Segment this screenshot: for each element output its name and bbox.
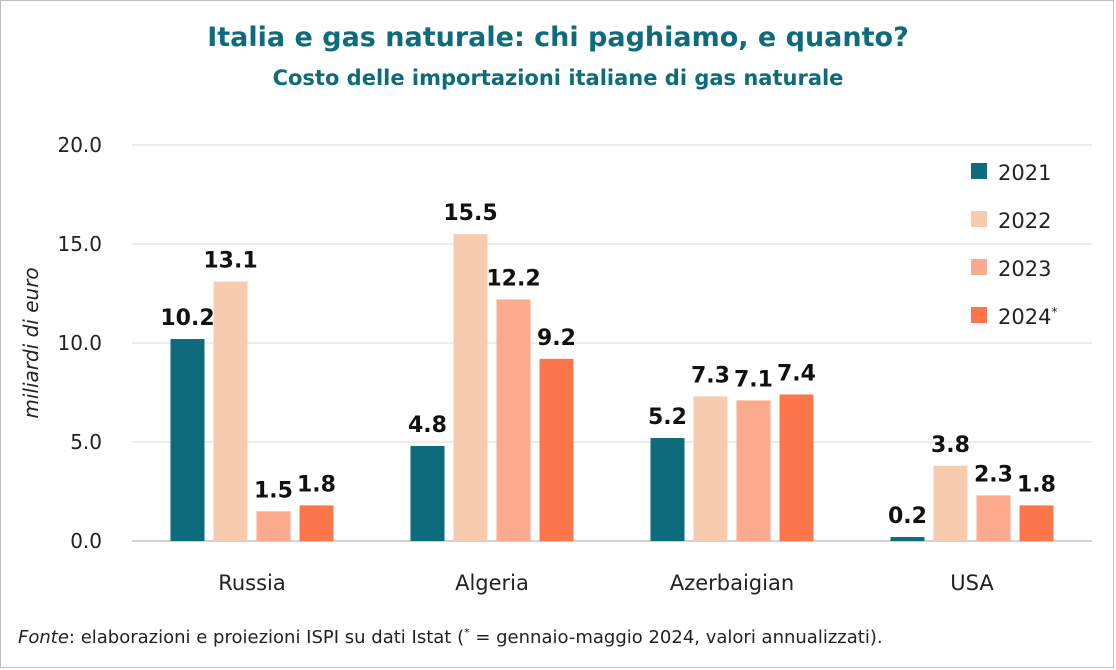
- chart-title: Italia e gas naturale: chi paghiamo, e q…: [207, 22, 909, 53]
- legend-swatch-2023: [971, 259, 987, 275]
- y-axis-label: miliardi di euro: [19, 267, 43, 418]
- x-tick-label: Russia: [218, 571, 286, 595]
- x-tick-label: Algeria: [455, 571, 529, 595]
- x-tick-label: USA: [950, 571, 994, 595]
- bar-azerbaigian-2023: [736, 400, 771, 541]
- bar-russia-2023: [256, 511, 291, 541]
- data-label: 9.2: [537, 326, 576, 351]
- legend-label: 2021: [998, 161, 1051, 185]
- legend-label: 2022: [998, 209, 1051, 233]
- bar-azerbaigian-2024: [779, 394, 814, 541]
- bar-russia-2022: [213, 281, 248, 541]
- data-label: 7.4: [777, 361, 816, 386]
- legend-label: 2023: [998, 257, 1051, 281]
- data-label: 1.5: [254, 478, 293, 503]
- footnote-text-after: = gennaio-maggio 2024, valori annualizza…: [469, 627, 883, 648]
- chart-subtitle: Costo delle importazioni italiane di gas…: [272, 66, 844, 90]
- data-label: 1.8: [1017, 472, 1056, 497]
- legend-swatch-2024: [971, 307, 987, 323]
- bar-russia-2024: [299, 505, 334, 541]
- bar-algeria-2022: [453, 234, 488, 541]
- legend-label-suffix: *: [1051, 305, 1057, 319]
- bar-algeria-2021: [410, 445, 445, 541]
- data-label: 7.3: [691, 363, 730, 388]
- legend-swatch-2022: [971, 211, 987, 227]
- y-tick-label: 20.0: [57, 133, 102, 157]
- data-label: 1.8: [297, 472, 336, 497]
- bar-usa-2024: [1019, 505, 1054, 541]
- legend-swatch-2021: [971, 163, 987, 179]
- bar-algeria-2024: [539, 358, 574, 541]
- footnote-star: *: [464, 626, 470, 639]
- data-label: 2.3: [974, 462, 1013, 487]
- legend-label: 2024*: [998, 305, 1057, 329]
- data-label: 10.2: [160, 306, 214, 331]
- y-tick-label: 15.0: [57, 232, 102, 256]
- y-tick-label: 5.0: [70, 430, 102, 454]
- x-tick-label: Azerbaigian: [670, 571, 794, 595]
- data-label: 13.1: [203, 249, 257, 274]
- footnote-source-word: Fonte: [18, 627, 69, 648]
- bar-azerbaigian-2021: [650, 438, 685, 541]
- data-label: 7.1: [734, 367, 773, 392]
- bar-russia-2021: [170, 339, 205, 541]
- data-label: 15.5: [443, 201, 497, 226]
- bar-usa-2021: [890, 537, 925, 541]
- data-label: 3.8: [931, 433, 970, 458]
- data-label: 12.2: [486, 266, 540, 291]
- bar-azerbaigian-2022: [693, 396, 728, 541]
- data-label: 4.8: [408, 413, 447, 438]
- data-label: 5.2: [648, 405, 687, 430]
- bar-algeria-2023: [496, 299, 531, 541]
- bar-usa-2022: [933, 465, 968, 541]
- source-footnote: Fonte: elaborazioni e proiezioni ISPI su…: [18, 626, 883, 648]
- y-tick-label: 0.0: [70, 529, 102, 553]
- data-label: 0.2: [888, 504, 927, 529]
- y-tick-label: 10.0: [57, 331, 102, 355]
- footnote-text-before: : elaborazioni e proiezioni ISPI su dati…: [68, 627, 465, 648]
- bar-usa-2023: [976, 495, 1011, 541]
